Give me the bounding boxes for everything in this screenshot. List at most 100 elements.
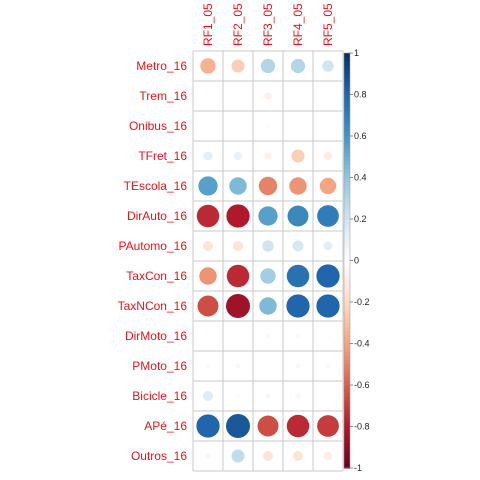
colorbar-segment — [344, 459, 350, 465]
correlation-circle — [323, 451, 333, 461]
correlation-circle — [292, 450, 304, 462]
colorbar-segment — [344, 194, 350, 199]
colorbar-segment — [344, 293, 350, 299]
colorbar-segment — [344, 322, 350, 328]
correlation-circle — [265, 333, 271, 339]
colorbar-segment — [344, 389, 350, 394]
colorbar-segment — [344, 136, 350, 141]
colorbar-segment — [344, 306, 350, 311]
colorbar-segment — [344, 206, 350, 212]
row-labels: Metro_16 Trem_16 Onibus_16 TFret_16 TEscola_… — [118, 59, 188, 463]
colorbar-segment — [344, 447, 350, 452]
colorbar-segment — [344, 198, 350, 203]
colorbar-segment — [344, 239, 350, 245]
column-label: RF1_05 — [201, 3, 215, 46]
colorbar-segment — [344, 86, 350, 91]
colorbar-segment — [344, 65, 350, 71]
colorbar-segment — [344, 430, 350, 436]
correlation-circle — [319, 177, 337, 195]
row-label: TEscola_16 — [124, 179, 188, 193]
row-label: Bicicle_16 — [132, 389, 187, 403]
correlation-circle — [262, 450, 274, 462]
colorbar-segment — [344, 140, 350, 145]
correlation-circle — [260, 268, 276, 284]
correlation-circle — [258, 206, 278, 226]
correlation-circle — [325, 333, 331, 339]
correlation-circle — [229, 177, 247, 195]
row-label: PAutomo_16 — [119, 239, 188, 253]
correlation-circle — [200, 58, 216, 74]
correlation-circle — [289, 177, 307, 195]
colorbar-segment — [344, 169, 350, 174]
colorbar-segment — [344, 61, 350, 67]
colorbar-segment — [344, 173, 350, 179]
colorbar-segment — [344, 156, 350, 162]
colorbar-segment — [344, 318, 350, 324]
colorbar-segment — [344, 314, 350, 320]
colorbar-tick-label: 0.6 — [354, 131, 367, 141]
colorbar-segment — [344, 310, 350, 316]
colorbar-segment — [344, 252, 350, 257]
correlation-circle — [198, 176, 218, 196]
correlation-circle — [197, 295, 219, 317]
colorbar-tick-label: 0 — [354, 256, 359, 266]
colorbar-tick-label: -1 — [354, 463, 362, 473]
correlation-circle — [295, 363, 301, 369]
row-label: Trem_16 — [139, 89, 187, 103]
colorbar-segment — [344, 360, 350, 365]
correlation-circle — [287, 205, 309, 227]
colorbar-segment — [344, 372, 350, 378]
correlation-circle — [291, 149, 305, 163]
row-label: Onibus_16 — [129, 119, 187, 133]
correlation-circle — [232, 240, 244, 252]
colorbar-tick-label: -0.6 — [354, 380, 370, 390]
row-label: TFret_16 — [138, 149, 187, 163]
colorbar-segment — [344, 281, 350, 286]
correlation-circle — [295, 393, 301, 399]
correlation-circle — [196, 204, 220, 228]
colorbar-segment — [344, 77, 350, 83]
correlation-circle — [325, 363, 331, 369]
colorbar-segment — [344, 106, 350, 112]
colorbar-segment — [344, 144, 350, 150]
correlation-circle — [236, 394, 240, 398]
colorbar-segment — [344, 214, 350, 220]
colorbar-segment — [344, 376, 350, 382]
colorbar-segment — [344, 289, 350, 295]
row-label: TaxCon_16 — [126, 269, 187, 283]
column-label: RF2_05 — [231, 3, 245, 46]
colorbar-segment — [344, 414, 350, 419]
colorbar-tick-label: -0.8 — [354, 422, 370, 432]
colorbar-segment — [344, 380, 350, 386]
colorbar: 1 0.8 0.6 0.4 0.2 0 -0.2 -0.4 -0.6 -0.8 -1 — [343, 48, 370, 473]
correlation-circle — [235, 363, 241, 369]
correlation-circle — [292, 240, 304, 252]
colorbar-segment — [344, 53, 350, 58]
correlation-circle — [286, 414, 310, 438]
colorbar-segment — [344, 463, 350, 469]
correlation-circle — [231, 449, 245, 463]
row-label: DirAuto_16 — [127, 209, 187, 223]
colorbar-segment — [344, 347, 350, 353]
correlation-circle — [259, 297, 277, 315]
colorbar-segment — [344, 160, 350, 166]
colorbar-segment — [344, 426, 350, 432]
correlation-circle — [264, 152, 272, 160]
colorbar-segment — [344, 202, 350, 208]
column-label: RF3_05 — [261, 3, 275, 46]
colorbar-segment — [344, 277, 350, 282]
correlation-circle — [295, 333, 301, 339]
colorbar-segment — [344, 418, 350, 423]
correlation-circle — [205, 453, 211, 459]
colorbar-segment — [344, 119, 350, 125]
colorbar-segment — [344, 335, 350, 340]
column-labels: RF1_05 RF2_05 RF3_05 RF4_05 RF5_05 — [201, 3, 335, 46]
colorbar-segment — [344, 264, 350, 270]
colorbar-segment — [344, 401, 350, 407]
colorbar-segment — [344, 443, 350, 448]
colorbar-segment — [344, 451, 350, 457]
correlation-circle — [205, 363, 211, 369]
correlation-circle — [236, 334, 240, 338]
correlation-circle — [233, 151, 243, 161]
colorbar-segment — [344, 260, 350, 266]
